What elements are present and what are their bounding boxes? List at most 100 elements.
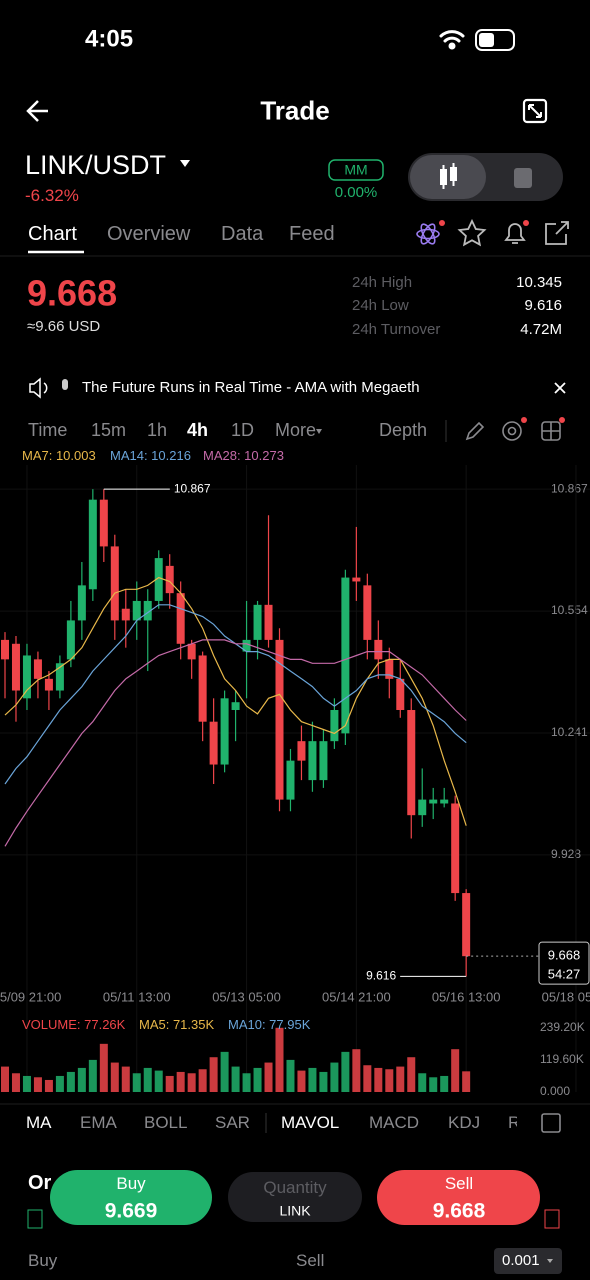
list-view-icon	[514, 168, 532, 188]
x-tick-label: 05/18 05:00	[542, 989, 590, 1004]
candle-body	[66, 620, 75, 660]
tab[interactable]: Feed	[289, 223, 335, 245]
candle-body	[264, 604, 273, 640]
ai-icon[interactable]	[416, 222, 440, 246]
indicator-tab[interactable]: BOLL	[144, 1112, 188, 1132]
volume-bar	[33, 1077, 42, 1092]
speaker-icon	[29, 377, 48, 399]
timeframe[interactable]: 15m	[91, 420, 127, 441]
notification-dot	[439, 220, 445, 226]
depth-tab[interactable]: Depth	[379, 420, 428, 441]
status-time: 4:05	[85, 25, 134, 53]
pair-change: -6.32%	[25, 185, 79, 205]
layout-glyph	[542, 422, 560, 440]
candle-body	[187, 643, 196, 660]
candle-view-icon	[440, 163, 457, 189]
fullscreen-indicators[interactable]	[541, 1113, 561, 1133]
max-marker-label: 10.867	[174, 481, 211, 495]
volume-bar	[121, 1066, 130, 1092]
ma-line	[4, 639, 467, 847]
indicator-tab[interactable]: MAVOL	[281, 1112, 340, 1132]
favorite-button[interactable]	[457, 218, 487, 247]
indicator-tab[interactable]: KDJ	[448, 1112, 481, 1132]
pair-symbol[interactable]: LINK/USDT	[25, 149, 167, 180]
tab[interactable]: Overview	[107, 223, 191, 245]
candle-body	[407, 710, 416, 816]
candle-body	[44, 678, 53, 691]
timeframe[interactable]: 4h	[187, 420, 209, 441]
volume-bar	[330, 1062, 339, 1092]
pair-dropdown[interactable]	[180, 160, 190, 167]
x-tick-label: 05/13 05:00	[212, 989, 281, 1004]
indicator-tab[interactable]: MA	[26, 1112, 52, 1132]
indicator-tab[interactable]: R	[508, 1112, 517, 1132]
volume-bar	[418, 1073, 427, 1092]
indicator-settings[interactable]	[502, 421, 522, 441]
volume-bar	[99, 1043, 108, 1092]
tab[interactable]: Chart	[28, 223, 77, 245]
volume-legend: VOLUME: 77.26K	[22, 1017, 126, 1033]
volume-bar	[429, 1077, 438, 1092]
quantity-button[interactable]	[228, 1172, 362, 1222]
indicator-tab[interactable]: EMA	[80, 1112, 117, 1132]
more-caret	[316, 429, 322, 434]
candle-body	[275, 639, 284, 800]
close-banner[interactable]	[554, 382, 566, 394]
buy-button[interactable]	[50, 1170, 212, 1225]
y-tick-label: 10.867	[551, 481, 588, 495]
battery-level	[479, 33, 494, 47]
draw-tool[interactable]	[465, 421, 485, 441]
timeframe[interactable]: 1h	[147, 420, 168, 441]
volume-tick-label: 239.20K	[540, 1020, 585, 1034]
timeframe[interactable]: Time	[28, 420, 68, 441]
candle-body	[22, 655, 31, 699]
section-tab[interactable]: Or	[28, 1172, 52, 1194]
candle-body	[253, 604, 262, 640]
candle-body	[11, 643, 20, 691]
candle-body	[451, 803, 460, 894]
volume-bar	[209, 1057, 218, 1092]
indicator-tab[interactable]: SAR	[215, 1112, 250, 1132]
step-select[interactable]	[494, 1248, 562, 1274]
volume-bar	[187, 1073, 196, 1092]
sell-button[interactable]	[377, 1170, 540, 1225]
candle-body	[385, 659, 394, 679]
stat-label: 24h High	[352, 274, 413, 291]
candle-body	[363, 585, 372, 640]
candle-body	[77, 585, 86, 621]
buy-price: 9.669	[104, 1199, 158, 1223]
volume-bar	[363, 1065, 372, 1092]
candle-body	[418, 799, 427, 816]
candle-body	[440, 799, 449, 804]
stat-value: 4.72M	[520, 321, 562, 338]
candle-body	[99, 499, 108, 547]
candle-body	[88, 499, 97, 590]
timeframe[interactable]: 1D	[231, 420, 255, 441]
candle-body	[308, 741, 317, 781]
candle-body	[132, 600, 141, 621]
sell-label: Sell	[444, 1173, 474, 1193]
stat-value: 10.345	[516, 274, 562, 291]
tab[interactable]: Data	[221, 223, 264, 245]
timeframe[interactable]: More	[275, 420, 317, 441]
back-button[interactable]	[26, 100, 48, 122]
indicator-tab[interactable]: MACD	[369, 1112, 420, 1132]
share-button[interactable]	[545, 221, 569, 245]
volume-bar	[165, 1075, 174, 1092]
alert-button[interactable]	[504, 223, 526, 244]
volume-bar	[319, 1071, 328, 1092]
volume-bar	[231, 1066, 240, 1092]
candle-body	[33, 659, 42, 679]
x-tick-label: 05/11 13:00	[103, 989, 171, 1004]
indicator-settings-core	[507, 426, 517, 436]
expand-button[interactable]	[522, 98, 548, 124]
candle-body	[429, 799, 438, 804]
volume-bar	[451, 1049, 460, 1092]
volume-bar	[176, 1071, 185, 1092]
banner-text[interactable]: The Future Runs in Real Time - AMA with …	[82, 379, 420, 396]
volume-bar	[396, 1066, 405, 1092]
plot-area: 10.867 10.554 10.241 9.928 05/09 21:00 05/11 …	[0, 465, 590, 1098]
candle-body	[297, 741, 306, 761]
volume-tick-label: 0.000	[540, 1084, 570, 1098]
